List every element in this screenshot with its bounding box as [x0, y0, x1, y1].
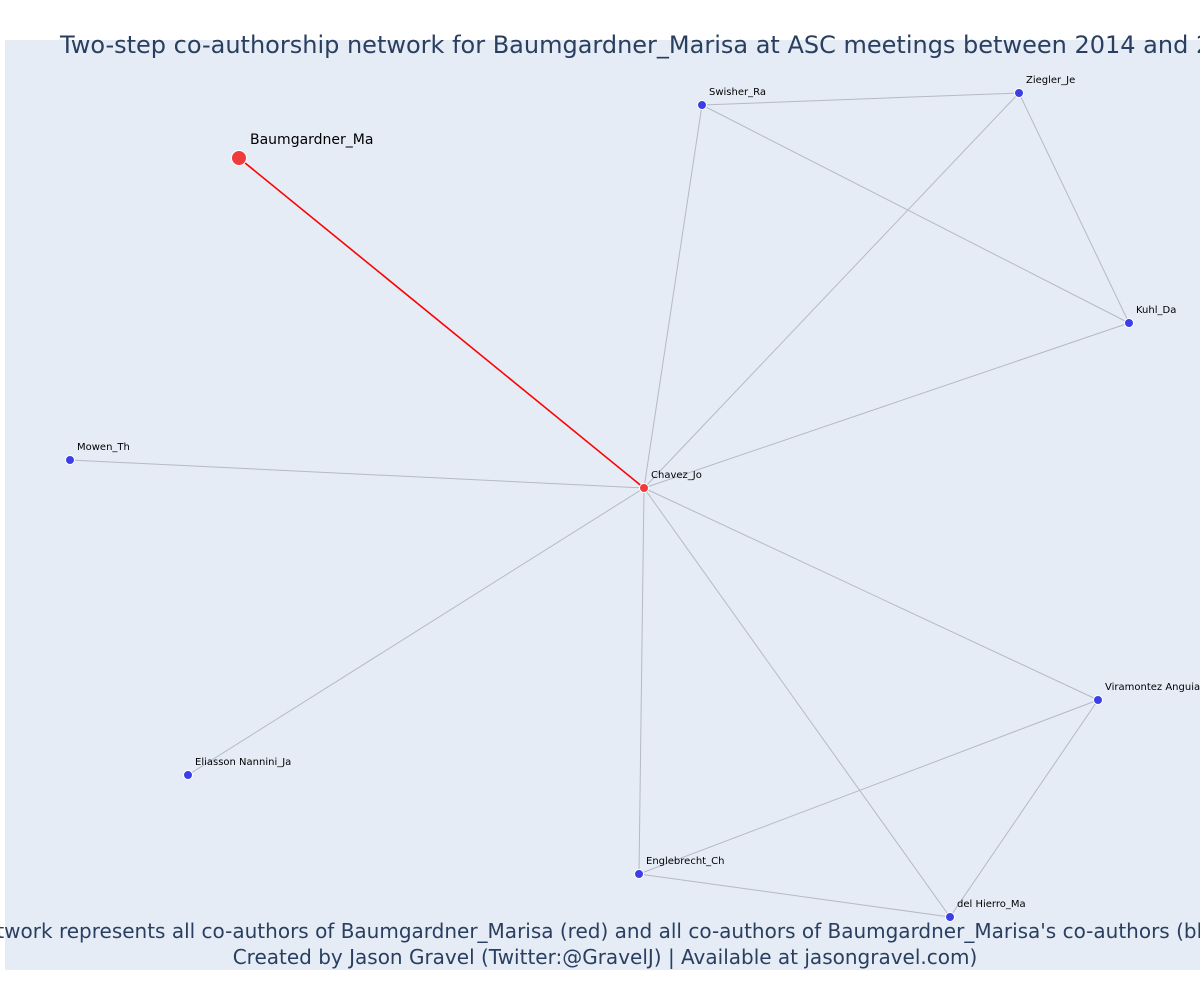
edge-chavez-jo-mowen-th — [69, 459, 645, 489]
node-label-mowen-th: Mowen_Th — [77, 442, 130, 453]
edge-chavez-jo-del-hierro-ma — [643, 487, 951, 918]
edge-chavez-jo-kuhl-da — [643, 322, 1130, 489]
node-label-viramontez-anguiano-ru: Viramontez Anguiano_Ru — [1105, 682, 1200, 693]
edge-viramontez-anguiano-ru-del-hierro-ma — [949, 699, 1099, 918]
node-label-del-hierro-ma: del Hierro_Ma — [957, 899, 1026, 910]
node-label-englebrecht-ch: Englebrecht_Ch — [646, 856, 724, 867]
edge-viramontez-anguiano-ru-englebrecht-ch — [638, 699, 1099, 875]
node-swisher-ra[interactable] — [697, 100, 707, 110]
nodes-layer — [65, 88, 1134, 922]
node-label-baumgardner-ma: Baumgardner_Ma — [250, 132, 373, 148]
node-mowen-th[interactable] — [65, 455, 75, 465]
chart-title: Two-step co-authorship network for Baumg… — [59, 31, 1200, 59]
node-label-eliasson-nannini-ja: Eliasson Nannini_Ja — [195, 757, 291, 768]
labels-layer: Baumgardner_Ma Chavez_Jo Swisher_Ra Ziegler… — [77, 75, 1200, 910]
node-englebrecht-ch[interactable] — [634, 869, 644, 879]
edges-layer — [69, 92, 1130, 918]
edge-ziegler-je-kuhl-da — [1018, 92, 1130, 324]
edge-chavez-jo-viramontez-anguiano-ru — [643, 487, 1099, 701]
node-label-swisher-ra: Swisher_Ra — [709, 87, 766, 98]
footer-line-1: Network represents all co-authors of Bau… — [0, 919, 1200, 943]
node-viramontez-anguiano-ru[interactable] — [1093, 695, 1103, 705]
edge-baumgardner-ma-chavez-jo — [238, 157, 645, 489]
node-del-hierro-ma[interactable] — [945, 912, 955, 922]
node-baumgardner-ma[interactable] — [231, 150, 247, 166]
node-ziegler-je[interactable] — [1014, 88, 1024, 98]
node-kuhl-da[interactable] — [1124, 318, 1134, 328]
node-label-ziegler-je: Ziegler_Je — [1026, 75, 1075, 86]
edge-swisher-ra-ziegler-je — [701, 92, 1020, 106]
node-chavez-jo[interactable] — [639, 483, 649, 493]
footer-line-2: Created by Jason Gravel (Twitter:@Gravel… — [233, 945, 978, 969]
edge-chavez-jo-englebrecht-ch — [638, 487, 645, 875]
edge-swisher-ra-kuhl-da — [701, 104, 1130, 324]
edge-chavez-jo-swisher-ra — [643, 104, 703, 489]
edge-englebrecht-ch-del-hierro-ma — [638, 873, 951, 918]
node-label-chavez-jo: Chavez_Jo — [651, 470, 702, 481]
node-label-kuhl-da: Kuhl_Da — [1136, 305, 1176, 316]
node-eliasson-nannini-ja[interactable] — [183, 770, 193, 780]
plot-background — [5, 40, 1200, 970]
edge-chavez-jo-eliasson-nannini-ja — [187, 487, 645, 776]
edge-chavez-jo-ziegler-je — [643, 92, 1020, 489]
